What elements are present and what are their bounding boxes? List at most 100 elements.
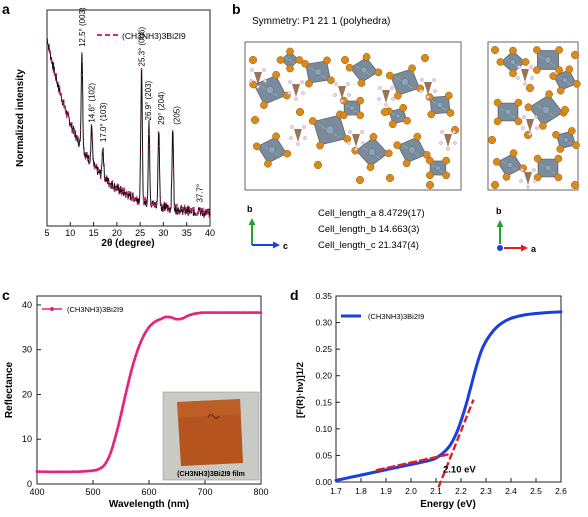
hydrogen-atom [439,141,443,145]
xrd-point [65,113,68,116]
xrd-point [46,37,48,40]
reflectance-point [133,357,137,361]
reflectance-point [59,470,63,474]
hydrogen-atom [347,141,351,145]
x-tick-label-c: 700 [197,487,212,497]
reflectance-point [247,311,251,315]
xrd-point [77,136,79,138]
reflectance-point [232,311,236,315]
reflectance-point [125,385,129,389]
xrd-point [158,145,161,148]
reflectance-point [123,394,127,398]
iodine-atom [327,76,335,85]
axis-c-label: c [283,241,288,251]
reflectance-point [112,441,116,444]
xrd-point [199,209,202,212]
reflectance-point [206,311,210,315]
iodine-atom [260,101,268,110]
hydrogen-atom [519,179,523,183]
iodine-atom [539,122,547,130]
xrd-point [146,193,149,196]
reflectance-point [111,443,115,447]
iodine-atom [250,115,260,125]
reflectance-point [71,470,75,474]
iodine-atom [533,46,541,54]
bi-atom [562,77,568,83]
xrd-point [98,168,100,171]
bi-atom [325,125,335,135]
xrd-point [80,74,83,76]
xrd-point [103,162,105,165]
xrd-point [53,74,56,76]
xrd-point [139,115,142,118]
panel-b: b Symmetry: P1 21 1 (polyhedra) b c Cell… [232,1,581,254]
cell-length-c: Cell_length_c 21.347(4) [318,240,419,251]
iodine-atom [286,64,294,73]
iodine-atom [444,91,453,100]
xrd-point [202,207,204,210]
xrd-point [56,81,59,84]
reflectance-point [45,470,49,474]
xrd-point [139,181,141,184]
y-tick-label-c: 10 [22,434,32,444]
reflectance-point [57,470,61,474]
plot-frame-a [46,9,211,227]
xrd-point [87,158,89,161]
reflectance-point [127,380,131,384]
iodine-atom [502,173,511,181]
hydrogen-atom [361,141,365,145]
reflectance-point [189,313,193,317]
hydrogen-atom [303,136,307,140]
bi-atom [368,148,376,156]
reflectance-point [113,438,116,442]
xrd-point [205,213,208,216]
xrd-point [112,187,115,190]
reflectance-point [176,317,180,321]
reflectance-point [69,470,73,474]
xrd-point [181,207,183,210]
iodine-atom [323,56,331,65]
xrd-point [174,204,177,207]
xrd-point [46,43,49,46]
reflectance-point [162,316,166,319]
hydrogen-atom [296,142,300,146]
legend-marker-c [50,307,54,311]
hydrogen-atom [377,97,381,101]
y-tick-label-d: 0.05 [315,450,332,460]
y-tick-label-d: 0.30 [315,318,332,328]
iodine-atom [286,47,294,56]
xrd-point [66,115,69,118]
xrd-point [74,130,77,133]
xrd-point [154,206,157,209]
xrd-point [169,211,172,213]
xrd-point [204,209,207,211]
xrd-point [124,196,127,199]
iodine-atom [565,65,574,74]
xrd-point [155,202,158,205]
xrd-point [193,211,196,213]
reflectance-point [52,470,56,474]
iodine-atom [570,50,580,60]
iodine-atom [402,159,411,168]
xrd-point [206,209,209,212]
reflectance-point [187,313,191,317]
reflectance-point [249,311,253,315]
xrd-point [59,91,62,94]
xrd-point [77,145,80,147]
reflectance-point [223,311,227,315]
iodine-atom [295,56,304,64]
reflectance-point [76,470,80,474]
reflectance-point [121,406,125,410]
hydrogen-atom [526,185,530,189]
iodine-atom [533,66,541,74]
xrd-point [48,50,51,53]
reflectance-points [35,311,263,474]
xrd-point [171,169,173,171]
xrd-point [170,206,172,209]
xrd-point [161,210,164,213]
xrd-point [160,205,163,208]
film-highlight [177,399,241,418]
reflectance-point [167,315,171,319]
plot-frame-d [335,295,562,483]
